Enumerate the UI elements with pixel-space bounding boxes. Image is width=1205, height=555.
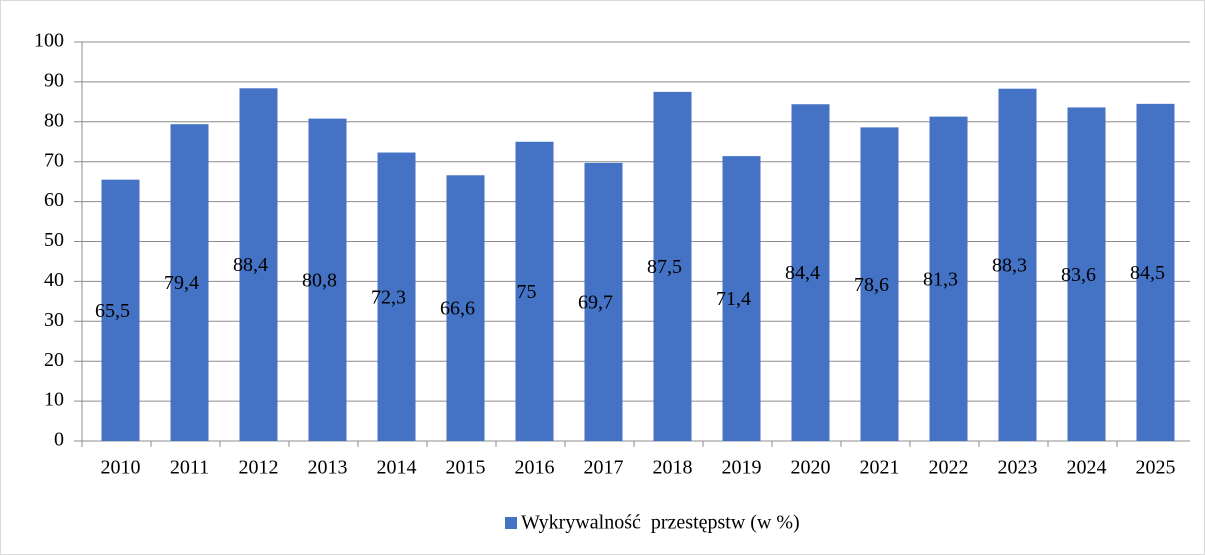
x-tick-label: 2011 [170, 457, 209, 479]
x-tick-label: 2013 [308, 457, 348, 479]
bar [308, 118, 347, 441]
data-label: 84,4 [785, 262, 820, 284]
data-label: 66,6 [440, 298, 475, 320]
bar [239, 88, 278, 441]
bar [101, 179, 140, 441]
y-tick-label: 10 [44, 389, 64, 411]
y-tick-label: 90 [44, 69, 64, 91]
bar [446, 175, 485, 442]
y-tick-label: 40 [44, 269, 64, 291]
bar [170, 124, 209, 441]
x-tick-label: 2019 [722, 457, 762, 479]
y-tick-label: 30 [44, 309, 64, 331]
bar [722, 156, 761, 441]
bar [998, 88, 1037, 442]
data-label: 65,5 [95, 300, 130, 322]
data-label: 88,4 [233, 254, 268, 276]
data-label: 80,8 [302, 269, 337, 291]
data-label: 78,6 [854, 274, 889, 296]
y-tick-label: 60 [44, 189, 64, 211]
data-label: 87,5 [647, 256, 682, 278]
x-tick-label: 2015 [446, 457, 486, 479]
x-tick-label: 2020 [791, 457, 831, 479]
y-tick-label: 20 [44, 349, 64, 371]
data-label: 72,3 [371, 286, 406, 308]
bar [653, 91, 692, 441]
data-label: 81,3 [923, 268, 958, 290]
x-tick-label: 2010 [101, 457, 141, 479]
y-tick-label: 100 [34, 30, 64, 52]
bar [929, 116, 968, 441]
legend-label: Wykrywalność przestępstw (w %) [521, 512, 800, 534]
bar [1136, 103, 1175, 441]
bar [377, 152, 416, 441]
x-tick-label: 2012 [239, 457, 279, 479]
bar [584, 162, 623, 441]
y-tick-label: 80 [44, 109, 64, 131]
y-tick-label: 50 [44, 229, 64, 251]
data-label: 75 [517, 281, 537, 303]
data-label: 84,5 [1130, 262, 1165, 284]
x-tick-label: 2021 [860, 457, 900, 479]
x-tick-label: 2018 [653, 457, 693, 479]
x-tick-label: 2022 [929, 457, 969, 479]
x-tick-label: 2014 [377, 457, 417, 479]
legend-swatch [505, 517, 517, 529]
y-tick-label: 70 [44, 149, 64, 171]
data-label: 69,7 [578, 292, 613, 314]
bar [515, 141, 554, 441]
bar [791, 104, 830, 441]
data-label: 88,3 [992, 254, 1027, 276]
x-tick-label: 2024 [1067, 457, 1107, 479]
data-label: 79,4 [164, 272, 199, 294]
bar [1067, 107, 1106, 441]
data-label: 83,6 [1061, 264, 1096, 286]
x-tick-label: 2025 [1136, 457, 1176, 479]
x-tick-label: 2017 [584, 457, 624, 479]
x-tick-label: 2016 [515, 457, 555, 479]
y-tick-label: 0 [54, 429, 64, 451]
x-tick-label: 2023 [998, 457, 1038, 479]
data-label: 71,4 [716, 288, 751, 310]
bar [860, 127, 899, 442]
